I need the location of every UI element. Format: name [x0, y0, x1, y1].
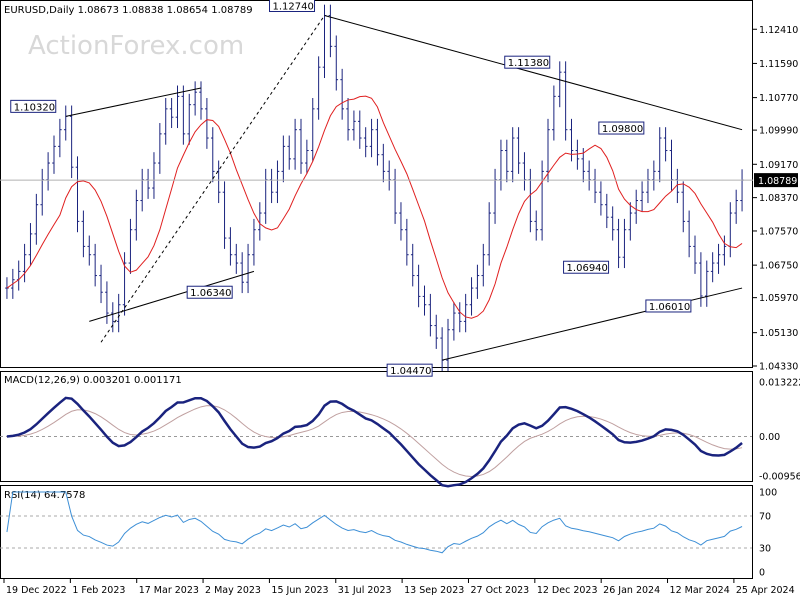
- level-label: 1.09800: [602, 124, 643, 135]
- x-tick-label: 26 Jan 2024: [603, 585, 660, 596]
- y-tick-label: 1.05970: [759, 293, 798, 304]
- price-header: EURUSD,Daily 1.08673 1.08838 1.08654 1.0…: [4, 5, 253, 16]
- x-tick-label: 17 Mar 2023: [139, 585, 199, 596]
- x-tick-label: 27 Oct 2023: [470, 585, 529, 596]
- watermark: ActionForex.com: [28, 31, 244, 61]
- level-label: 1.04470: [390, 366, 431, 377]
- level-box: [10, 99, 57, 113]
- current-price-box: [754, 173, 798, 188]
- rsi-y-tick-label: 30: [759, 544, 771, 555]
- y-tick-label: 1.08370: [759, 193, 798, 204]
- macd-signal-line: [6, 405, 743, 477]
- y-tick-label: 1.10770: [759, 93, 798, 104]
- y-tick-label: 1.09990: [759, 126, 798, 137]
- level-label: 1.06010: [649, 302, 690, 313]
- level-box: [269, 0, 316, 13]
- indicator-group: 0.013222 0.00 -0.009568 100 70 30 0: [0, 378, 800, 579]
- x-tick-label: 12 Dec 2023: [537, 585, 598, 596]
- price-axis: 1.12410 1.11590 1.10770 1.09990 1.09170 1.083…: [752, 25, 798, 373]
- macd-panel-frame: [0, 371, 753, 482]
- level-label: 1.10320: [14, 102, 55, 113]
- level-box: [645, 299, 692, 313]
- upper-trendline-right: [324, 15, 743, 131]
- level-box: [563, 260, 610, 274]
- level-box: [386, 363, 433, 377]
- level-label: 1.12740: [273, 2, 314, 13]
- x-tick-label: 19 Dec 2022: [6, 585, 67, 596]
- level-box: [598, 121, 645, 135]
- upper-trendline-left: [65, 87, 202, 117]
- level-label: 1.06940: [567, 263, 608, 274]
- x-tick-label: 12 Mar 2024: [670, 585, 730, 596]
- y-tick-label: 1.05130: [759, 328, 798, 339]
- y-tick-label: 1.12410: [759, 25, 798, 36]
- moving-average-line: [6, 95, 743, 319]
- rsi-y-tick-label: 100: [759, 488, 777, 499]
- rsi-y-tick-label: 0: [759, 568, 765, 579]
- lower-trendline-left: [89, 270, 255, 322]
- macd-y-tick-label: -0.009568: [759, 472, 800, 483]
- rsi-header: RSI(14) 64.7578: [4, 490, 85, 501]
- x-tick-label: 13 Sep 2023: [404, 585, 464, 596]
- macd-y-tick-label: 0.00: [759, 432, 780, 443]
- y-tick-label: 1.04330: [759, 362, 798, 373]
- level-label: 1.06340: [190, 288, 231, 299]
- x-tick-label: 25 Apr 2024: [736, 585, 795, 596]
- rsi-line: [6, 491, 743, 554]
- overlay-group: 1.12740 1.11380 1.10320 1.09800 1.06940 1.063…: [0, 0, 753, 377]
- macd-line: [6, 396, 743, 488]
- x-tick-label: 2 May 2023: [205, 585, 261, 596]
- x-tick-label: 1 Feb 2023: [72, 585, 125, 596]
- x-tick-label: 31 Jul 2023: [338, 585, 392, 596]
- time-axis: 19 Dec 2022 1 Feb 2023 17 Mar 2023 2 May 20…: [3, 578, 795, 596]
- macd-y-tick-label: 0.013222: [759, 378, 800, 389]
- macd-header: MACD(12,26,9) 0.003201 0.001171: [4, 375, 182, 386]
- x-tick-label: 15 Jun 2023: [271, 585, 328, 596]
- y-tick-label: 1.11590: [759, 59, 798, 70]
- level-label: 1.11380: [508, 58, 549, 69]
- level-box: [504, 55, 551, 69]
- current-price-label: 1.08789: [758, 176, 797, 187]
- lower-trendline-right: [442, 287, 743, 361]
- y-tick-label: 1.06750: [759, 261, 798, 272]
- y-tick-label: 1.09170: [759, 160, 798, 171]
- rsi-y-tick-label: 70: [759, 512, 771, 523]
- level-box: [186, 285, 233, 299]
- y-tick-label: 1.07570: [759, 226, 798, 237]
